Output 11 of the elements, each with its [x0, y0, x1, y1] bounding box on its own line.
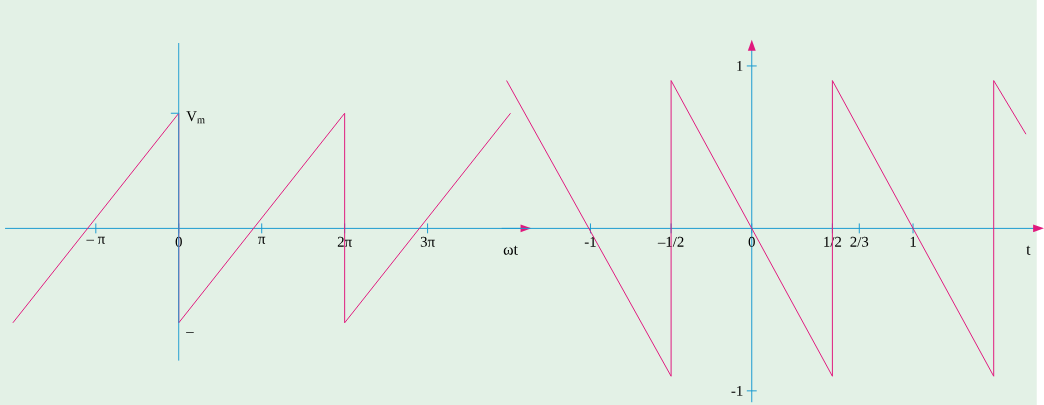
annotation: – [186, 332, 194, 333]
x-tick-label: –1/2 [657, 236, 684, 247]
x-tick-label: -1 [584, 236, 596, 247]
x-tick-label: – π [86, 236, 105, 244]
x-tick-label: 3π [420, 236, 435, 247]
x-axis-title: t [1026, 245, 1031, 255]
annotation: V$_{m}$ [186, 111, 205, 124]
x-axis-title: ωt [503, 245, 518, 255]
x-tick-label: 1 [910, 236, 916, 247]
x-tick-label: 2/3 [850, 236, 869, 247]
x-tick-label: π [258, 236, 266, 244]
